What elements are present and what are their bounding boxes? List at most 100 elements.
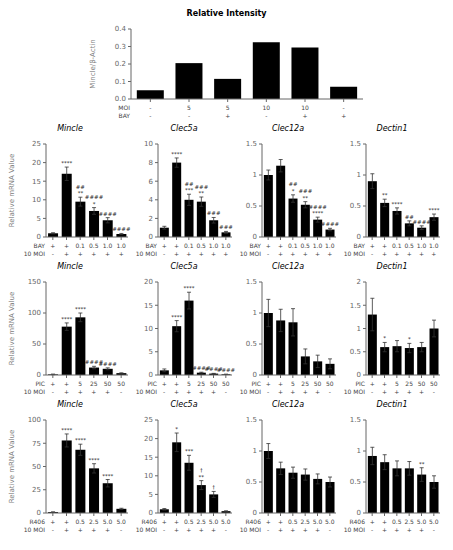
svg-text:0.5: 0.5 bbox=[288, 518, 298, 525]
svg-text:+: + bbox=[50, 380, 55, 387]
svg-text:10: 10 bbox=[144, 140, 153, 148]
svg-text:-: - bbox=[52, 526, 54, 533]
svg-text:+: + bbox=[382, 518, 387, 525]
svg-text:+: + bbox=[91, 250, 96, 257]
svg-text:0.1: 0.1 bbox=[75, 242, 85, 249]
svg-text:+: + bbox=[211, 388, 216, 395]
svg-text:R406: R406 bbox=[29, 518, 45, 525]
svg-text:0.5: 0.5 bbox=[246, 340, 257, 348]
svg-text:50: 50 bbox=[32, 463, 41, 471]
svg-text:-: - bbox=[371, 388, 373, 395]
svg-text:***: *** bbox=[185, 448, 194, 454]
svg-text:+: + bbox=[199, 526, 204, 533]
svg-text:+: + bbox=[78, 526, 83, 533]
svg-text:****: **** bbox=[429, 207, 440, 213]
svg-text:**: ** bbox=[382, 192, 388, 198]
svg-text:###: ### bbox=[207, 210, 221, 216]
svg-text:+: + bbox=[64, 250, 69, 257]
svg-text:50: 50 bbox=[418, 380, 426, 387]
svg-text:-: - bbox=[52, 250, 54, 257]
svg-text:****: **** bbox=[102, 473, 113, 479]
svg-text:5.0: 5.0 bbox=[116, 518, 126, 525]
svg-text:+: + bbox=[278, 242, 283, 249]
svg-text:+: + bbox=[174, 242, 179, 249]
svg-text:****: **** bbox=[392, 201, 403, 207]
svg-text:####: #### bbox=[217, 367, 236, 373]
svg-text:+: + bbox=[119, 250, 124, 257]
svg-text:*: * bbox=[93, 201, 96, 207]
svg-text:-: - bbox=[433, 526, 435, 533]
svg-text:-: - bbox=[433, 388, 435, 395]
svg-text:####: #### bbox=[112, 226, 131, 232]
svg-text:0: 0 bbox=[357, 509, 361, 517]
svg-text:10: 10 bbox=[32, 196, 41, 204]
svg-text:**: ** bbox=[419, 461, 425, 467]
svg-text:+: + bbox=[290, 250, 295, 257]
svg-text:R406: R406 bbox=[349, 518, 365, 525]
svg-text:10: 10 bbox=[144, 472, 153, 480]
svg-text:R406: R406 bbox=[245, 518, 261, 525]
svg-text:0.5: 0.5 bbox=[392, 518, 402, 525]
svg-text:75: 75 bbox=[32, 440, 41, 448]
svg-text:5.0: 5.0 bbox=[103, 518, 113, 525]
svg-text:##: ## bbox=[288, 181, 298, 187]
svg-text:5.0: 5.0 bbox=[417, 518, 427, 525]
svg-text:1.5: 1.5 bbox=[350, 140, 361, 148]
svg-text:0: 0 bbox=[253, 371, 257, 379]
svg-text:R406: R406 bbox=[141, 518, 157, 525]
svg-text:1: 1 bbox=[253, 447, 257, 455]
svg-text:10 MOI: 10 MOI bbox=[344, 388, 365, 395]
svg-text:BAY: BAY bbox=[118, 112, 130, 119]
svg-text:MOI: MOI bbox=[118, 104, 130, 111]
svg-text:+: + bbox=[50, 242, 55, 249]
svg-text:1.5: 1.5 bbox=[350, 416, 361, 424]
svg-text:+: + bbox=[394, 388, 399, 395]
svg-text:0.5: 0.5 bbox=[89, 242, 99, 249]
svg-text:20: 20 bbox=[144, 435, 153, 443]
svg-text:5.0: 5.0 bbox=[429, 518, 439, 525]
svg-text:20: 20 bbox=[32, 159, 41, 167]
svg-text:5.0: 5.0 bbox=[313, 518, 323, 525]
svg-text:50: 50 bbox=[314, 380, 322, 387]
svg-text:25: 25 bbox=[197, 380, 205, 387]
svg-text:+: + bbox=[50, 518, 55, 525]
svg-text:+: + bbox=[78, 250, 83, 257]
svg-text:2.5: 2.5 bbox=[300, 518, 310, 525]
svg-text:5.0: 5.0 bbox=[325, 518, 335, 525]
svg-text:25: 25 bbox=[32, 486, 41, 494]
svg-text:5: 5 bbox=[149, 348, 153, 356]
svg-text:0: 0 bbox=[37, 509, 41, 517]
svg-text:+: + bbox=[266, 380, 271, 387]
svg-text:10 MOI: 10 MOI bbox=[240, 526, 261, 533]
svg-text:*: * bbox=[175, 426, 178, 432]
svg-text:+: + bbox=[407, 526, 412, 533]
svg-text:15: 15 bbox=[144, 302, 153, 310]
svg-text:+: + bbox=[370, 242, 375, 249]
svg-text:+: + bbox=[64, 518, 69, 525]
svg-text:5: 5 bbox=[187, 104, 191, 111]
svg-text:BAY: BAY bbox=[354, 242, 366, 249]
svg-text:*: * bbox=[292, 188, 295, 194]
svg-text:1: 1 bbox=[253, 309, 257, 317]
svg-text:0: 0 bbox=[37, 371, 41, 379]
svg-text:####: #### bbox=[321, 221, 340, 227]
svg-text:0: 0 bbox=[357, 233, 361, 241]
svg-text:####: #### bbox=[98, 211, 117, 217]
svg-text:-: - bbox=[329, 388, 331, 395]
svg-text:+: + bbox=[419, 526, 424, 533]
svg-text:+: + bbox=[186, 526, 191, 533]
svg-text:BAY: BAY bbox=[34, 242, 46, 249]
svg-text:+: + bbox=[186, 250, 191, 257]
svg-text:1.0: 1.0 bbox=[221, 242, 231, 249]
svg-text:+: + bbox=[382, 380, 387, 387]
svg-text:+: + bbox=[419, 388, 424, 395]
svg-text:+: + bbox=[315, 250, 320, 257]
svg-text:25: 25 bbox=[32, 140, 41, 148]
svg-text:0.5: 0.5 bbox=[404, 242, 414, 249]
svg-text:10 MOI: 10 MOI bbox=[344, 250, 365, 257]
svg-text:-: - bbox=[149, 112, 151, 119]
svg-text:1: 1 bbox=[357, 447, 361, 455]
svg-text:†: † bbox=[212, 484, 215, 490]
svg-text:####: #### bbox=[98, 361, 117, 367]
svg-text:-: - bbox=[225, 388, 227, 395]
